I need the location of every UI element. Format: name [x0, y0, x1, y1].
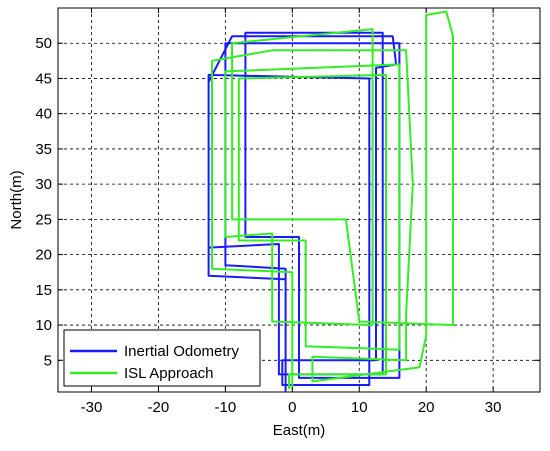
axis-ticks — [58, 8, 540, 392]
y-tick-label: 40 — [35, 106, 52, 123]
x-axis-label: East(m) — [273, 422, 326, 439]
y-tick-label: 50 — [35, 35, 52, 52]
x-tick-label: -10 — [215, 399, 237, 416]
y-tick-label: 20 — [35, 247, 52, 264]
y-tick-label: 15 — [35, 282, 52, 299]
y-axis-label: North(m) — [8, 170, 25, 229]
y-tick-label: 5 — [44, 352, 52, 369]
y-tick-label: 25 — [35, 211, 52, 228]
x-tick-label: -20 — [148, 399, 170, 416]
legend-label-inertial-odometry: Inertial Odometry — [124, 343, 240, 360]
legend-box — [63, 329, 261, 387]
x-tick-label: -30 — [81, 399, 103, 416]
x-tick-label: 0 — [288, 399, 296, 416]
x-tick-label: 20 — [418, 399, 435, 416]
plot-frame — [57, 7, 541, 393]
series-line-isl-approach — [211, 10, 454, 390]
x-tick-labels: -30 -20 -10 0 10 20 30 — [81, 399, 502, 416]
x-tick-label: 30 — [485, 399, 502, 416]
y-tick-label: 45 — [35, 70, 52, 87]
y-tick-label: 10 — [35, 317, 52, 334]
legend: Inertial Odometry ISL Approach — [63, 329, 261, 387]
y-tick-label: 30 — [35, 176, 52, 193]
y-tick-label: 35 — [35, 141, 52, 158]
y-tick-labels: 5 10 15 20 25 30 35 40 45 50 — [35, 35, 52, 369]
x-tick-label: 10 — [351, 399, 368, 416]
legend-label-isl-approach: ISL Approach — [124, 365, 214, 382]
series-lines — [207, 10, 454, 392]
